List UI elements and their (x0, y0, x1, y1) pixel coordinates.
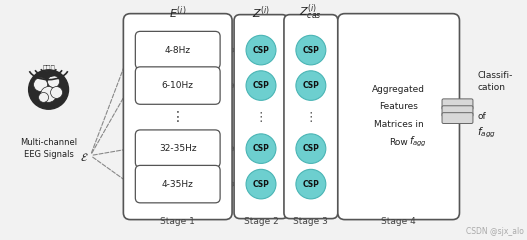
FancyBboxPatch shape (284, 15, 338, 219)
FancyBboxPatch shape (442, 99, 473, 110)
Circle shape (246, 169, 276, 199)
Text: CSP: CSP (302, 46, 319, 54)
Text: Stage 4: Stage 4 (381, 217, 416, 226)
Text: ⋮: ⋮ (171, 110, 184, 124)
Text: 6-10Hz: 6-10Hz (162, 81, 194, 90)
Text: Stage 2: Stage 2 (243, 217, 278, 226)
FancyBboxPatch shape (135, 67, 220, 104)
Circle shape (246, 71, 276, 100)
FancyBboxPatch shape (123, 14, 232, 220)
Circle shape (47, 76, 60, 88)
Text: ⌒⌒⌒: ⌒⌒⌒ (42, 65, 55, 71)
FancyBboxPatch shape (135, 130, 220, 167)
FancyBboxPatch shape (135, 31, 220, 69)
Text: CSP: CSP (302, 144, 319, 153)
Circle shape (28, 70, 69, 109)
Text: of: of (477, 112, 486, 121)
Circle shape (38, 92, 48, 102)
Text: Multi-channel
EEG Signals: Multi-channel EEG Signals (20, 138, 77, 159)
Text: Stage 1: Stage 1 (160, 217, 195, 226)
Circle shape (246, 134, 276, 163)
Text: $\mathcal{E}$: $\mathcal{E}$ (80, 150, 89, 162)
Text: Aggregated: Aggregated (372, 84, 425, 94)
Circle shape (34, 78, 47, 91)
Circle shape (296, 169, 326, 199)
Text: CSP: CSP (252, 144, 269, 153)
Text: ⋮: ⋮ (255, 111, 267, 124)
FancyBboxPatch shape (338, 14, 460, 220)
Text: Stage 3: Stage 3 (294, 217, 328, 226)
Text: $Z^{(i)}_{cas}$: $Z^{(i)}_{cas}$ (299, 3, 323, 23)
Text: CSP: CSP (252, 81, 269, 90)
Text: Matrices in: Matrices in (374, 120, 424, 129)
Text: 4-35Hz: 4-35Hz (162, 180, 193, 189)
Text: CSP: CSP (252, 46, 269, 54)
Text: $E^{(i)}$: $E^{(i)}$ (169, 4, 187, 21)
FancyBboxPatch shape (442, 113, 473, 124)
Text: Row: Row (389, 138, 408, 147)
FancyBboxPatch shape (135, 165, 220, 203)
Circle shape (296, 134, 326, 163)
FancyBboxPatch shape (442, 106, 473, 117)
Text: CSP: CSP (302, 81, 319, 90)
Text: Classifi-
cation: Classifi- cation (477, 71, 513, 92)
Text: CSDN @sjx_alo: CSDN @sjx_alo (466, 227, 524, 236)
Text: $Z^{(i)}$: $Z^{(i)}$ (252, 4, 270, 21)
Text: $f_{agg}$: $f_{agg}$ (477, 126, 496, 140)
Text: $f_{agg}$: $f_{agg}$ (408, 135, 426, 150)
FancyBboxPatch shape (234, 15, 288, 219)
Text: ⋮: ⋮ (305, 111, 317, 124)
Circle shape (246, 35, 276, 65)
Text: Features: Features (379, 102, 418, 111)
Text: 4-8Hz: 4-8Hz (164, 46, 191, 54)
Text: CSP: CSP (252, 180, 269, 189)
Circle shape (296, 71, 326, 100)
Circle shape (41, 87, 56, 102)
Text: CSP: CSP (302, 180, 319, 189)
Circle shape (296, 35, 326, 65)
Circle shape (51, 87, 63, 98)
Text: 32-35Hz: 32-35Hz (159, 144, 197, 153)
